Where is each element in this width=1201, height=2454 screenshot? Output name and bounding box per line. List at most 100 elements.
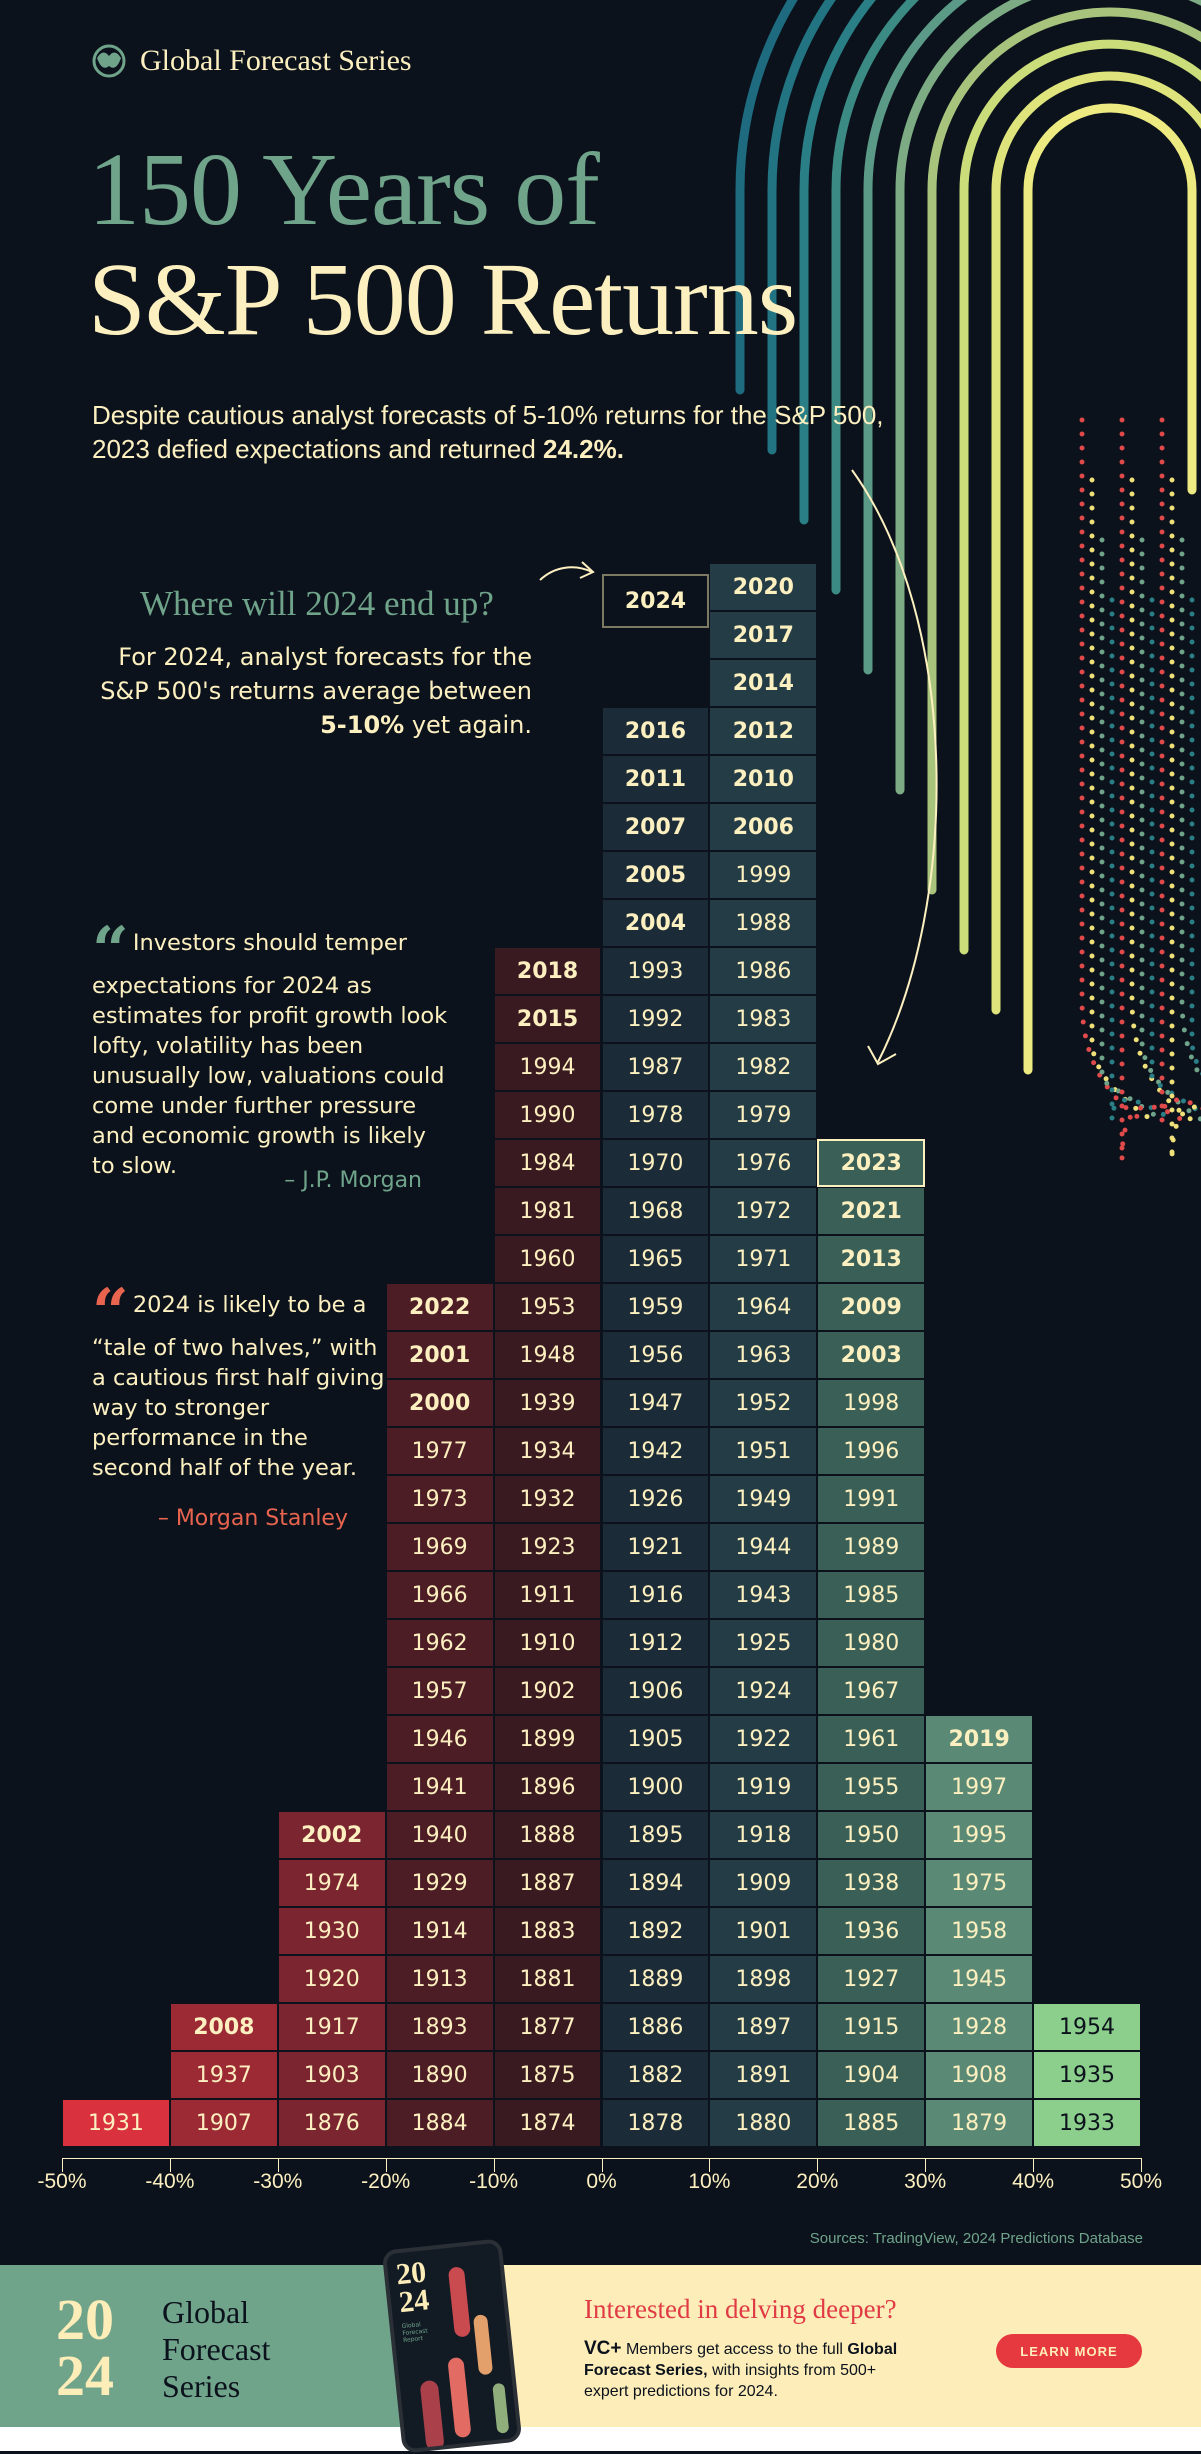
year-cell-1951: 1951: [709, 1427, 818, 1475]
arch-line: [767, 0, 837, 455]
year-cell-1910: 1910: [493, 1619, 602, 1667]
series-logo: Global Forecast Series: [92, 44, 412, 78]
year-cell-1901: 1901: [709, 1907, 818, 1955]
year-cell-1963: 1963: [709, 1331, 818, 1379]
year-cell-1998: 1998: [817, 1379, 926, 1427]
quote-morgan-stanley: “2024 is likely to be a “tale of two hal…: [92, 1275, 385, 1482]
phone-subtitle: Global Forecast Report: [401, 2321, 429, 2345]
year-cell-1964: 1964: [709, 1283, 818, 1331]
year-cell-1949: 1949: [709, 1475, 818, 1523]
sources: Sources: TradingView, 2024 Predictions D…: [809, 2230, 1143, 2247]
year-cell-1912: 1912: [601, 1619, 710, 1667]
year-cell-1952: 1952: [709, 1379, 818, 1427]
year-cell-1957: 1957: [385, 1667, 494, 1715]
footer-year: 20 24: [56, 2287, 114, 2408]
forecast-heading: Where will 2024 end up?: [140, 584, 494, 623]
year-cell-1889: 1889: [601, 1955, 710, 2003]
year-cell-1946: 1946: [385, 1715, 494, 1763]
year-cell-1989: 1989: [817, 1523, 926, 1571]
year-cell-1876: 1876: [277, 2099, 386, 2147]
year-cell-1997: 1997: [925, 1763, 1034, 1811]
year-cell-1990: 1990: [493, 1091, 602, 1139]
year-cell-1992: 1992: [601, 995, 710, 1043]
year-cell-1931: 1931: [62, 2099, 170, 2147]
year-cell-1893: 1893: [385, 2003, 494, 2051]
x-tick: [1141, 2158, 1142, 2172]
learn-more-button[interactable]: LEARN MORE: [996, 2334, 1142, 2368]
year-cell-1934: 1934: [493, 1427, 602, 1475]
year-cell-1941: 1941: [385, 1763, 494, 1811]
year-cell-1913: 1913: [385, 1955, 494, 2003]
x-tick-label: -30%: [253, 2170, 303, 2193]
year-cell-1909: 1909: [709, 1859, 818, 1907]
x-tick-label: 10%: [688, 2170, 731, 2193]
bottom-edge: [0, 2427, 1201, 2451]
year-cell-1891: 1891: [709, 2051, 818, 2099]
year-cell-2003: 2003: [817, 1331, 926, 1379]
year-cell-2012: 2012: [709, 707, 818, 755]
year-cell-1900: 1900: [601, 1763, 710, 1811]
year-cell-1985: 1985: [817, 1571, 926, 1619]
year-cell-1961: 1961: [817, 1715, 926, 1763]
title-line-2: S&P 500 Returns: [88, 242, 798, 357]
arrow-to-2024-head: [579, 561, 595, 579]
year-cell-1943: 1943: [709, 1571, 818, 1619]
year-cell-1987: 1987: [601, 1043, 710, 1091]
year-cell-1922: 1922: [709, 1715, 818, 1763]
x-tick-label: -40%: [145, 2170, 195, 2193]
year-cell-1981: 1981: [493, 1187, 602, 1235]
x-tick: [601, 2158, 603, 2172]
year-cell-2017: 2017: [709, 611, 818, 659]
year-cell-1948: 1948: [493, 1331, 602, 1379]
year-cell-1926: 1926: [601, 1475, 710, 1523]
year-cell-1996: 1996: [817, 1427, 926, 1475]
title-line-1: 150 Years of: [88, 132, 600, 247]
year-cell-1942: 1942: [601, 1427, 710, 1475]
year-cell-1971: 1971: [709, 1235, 818, 1283]
dotted-line: [1149, 597, 1201, 1116]
arrow-to-2024: [539, 566, 593, 581]
year-cell-1982: 1982: [709, 1043, 818, 1091]
year-cell-1904: 1904: [817, 2051, 926, 2099]
year-cell-1881: 1881: [493, 1955, 602, 2003]
x-tick: [709, 2158, 711, 2172]
year-cell-1960: 1960: [493, 1235, 602, 1283]
year-cell-1888: 1888: [493, 1811, 602, 1859]
year-cell-2023: 2023: [817, 1139, 926, 1187]
year-cell-2013: 2013: [817, 1235, 926, 1283]
year-cell-1959: 1959: [601, 1283, 710, 1331]
year-cell-1954: 1954: [1033, 2003, 1141, 2051]
year-cell-1917: 1917: [277, 2003, 386, 2051]
year-cell-1920: 1920: [277, 1955, 386, 2003]
arch-line: [799, 0, 876, 525]
year-cell-2006: 2006: [709, 803, 818, 851]
footer-heading: Interested in delving deeper?: [584, 2294, 897, 2324]
dotted-line: [1109, 597, 1175, 1123]
year-cell-1975: 1975: [925, 1859, 1034, 1907]
phone-title: 2024: [394, 2255, 431, 2320]
year-cell-1999: 1999: [709, 851, 818, 899]
year-cell-1882: 1882: [601, 2051, 710, 2099]
dotted-line: [1139, 537, 1201, 1123]
year-cell-1916: 1916: [601, 1571, 710, 1619]
phone-mockup: 2024 Global Forecast Report: [381, 2238, 523, 2454]
year-cell-1874: 1874: [493, 2099, 602, 2147]
x-tick: [1033, 2158, 1035, 2172]
arch-line: [1023, 103, 1197, 1075]
year-cell-1937: 1937: [169, 2051, 278, 2099]
arch-line: [959, 39, 1201, 955]
year-cell-2004: 2004: [601, 899, 710, 947]
year-cell-1878: 1878: [601, 2099, 710, 2147]
year-cell-1902: 1902: [493, 1667, 602, 1715]
dotted-line: [1129, 477, 1195, 1123]
year-cell-1883: 1883: [493, 1907, 602, 1955]
year-cell-1885: 1885: [817, 2099, 926, 2147]
year-cell-1919: 1919: [709, 1763, 818, 1811]
year-cell-1886: 1886: [601, 2003, 710, 2051]
year-cell-2000: 2000: [385, 1379, 494, 1427]
year-cell-1887: 1887: [493, 1859, 602, 1907]
year-cell-1877: 1877: [493, 2003, 602, 2051]
year-cell-1994: 1994: [493, 1043, 602, 1091]
year-cell-1962: 1962: [385, 1619, 494, 1667]
year-cell-1969: 1969: [385, 1523, 494, 1571]
